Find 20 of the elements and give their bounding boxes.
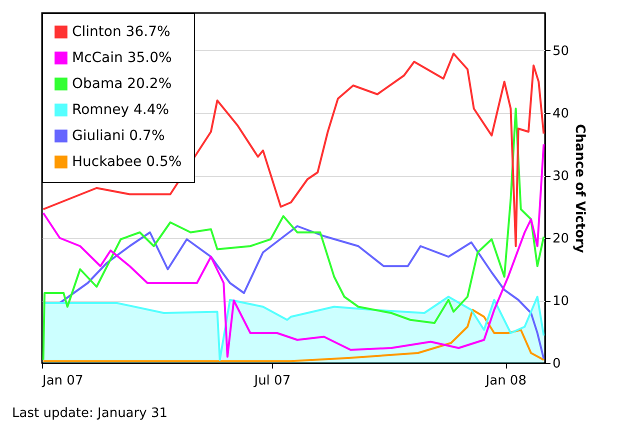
x-tick-label: Jan 08 bbox=[484, 374, 526, 388]
line-series bbox=[58, 225, 545, 360]
y-tick-label: 20 bbox=[552, 232, 570, 246]
y-axis-title: Chance of Victory bbox=[572, 124, 588, 254]
legend-label: Clinton 36.7% bbox=[72, 24, 170, 40]
text: Last update: January 31 bbox=[12, 406, 168, 421]
y-tick-label: 40 bbox=[552, 106, 570, 122]
legend-label: McCain 35.0% bbox=[72, 50, 172, 66]
x-tick-label: Jan 07 bbox=[42, 374, 84, 388]
y-tick-label: 30 bbox=[552, 169, 570, 184]
line-series bbox=[42, 143, 545, 358]
x-tick-label: Jul 07 bbox=[253, 374, 291, 388]
y-tick-label: 0 bbox=[552, 356, 561, 372]
legend-label: Giuliani 0.7% bbox=[72, 128, 165, 144]
legend-label: Huckabee 0.5% bbox=[72, 154, 182, 170]
legend-label: Obama 20.2% bbox=[72, 76, 172, 92]
y-tick-label: 50 bbox=[552, 44, 570, 59]
line-series bbox=[42, 52, 545, 248]
legend-label: Romney 4.4% bbox=[72, 102, 170, 118]
y-tick-label: 10 bbox=[552, 294, 570, 309]
